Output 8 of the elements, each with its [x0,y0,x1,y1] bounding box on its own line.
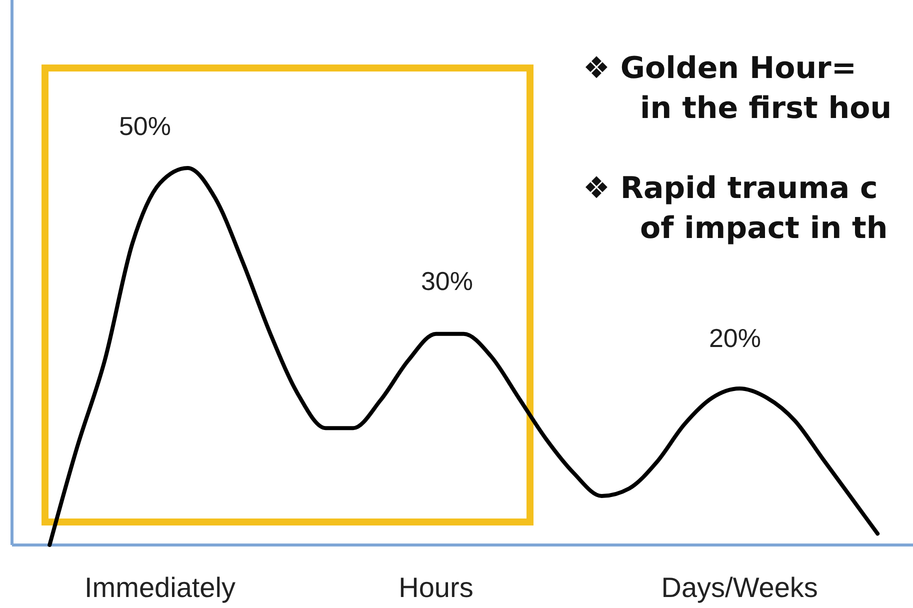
annotation: 20% [708,323,762,353]
annotation: 30% [420,266,474,296]
x-tick-label: Hours [398,572,474,603]
x-tick-label: Days/Weeks [661,572,818,603]
x-tick-label: Immediately [84,572,236,603]
text: ❖ Golden Hour= in the first hou [583,51,892,126]
text: 50% [118,111,172,141]
annotation: ❖ Rapid trauma c of impact in th [583,171,888,246]
